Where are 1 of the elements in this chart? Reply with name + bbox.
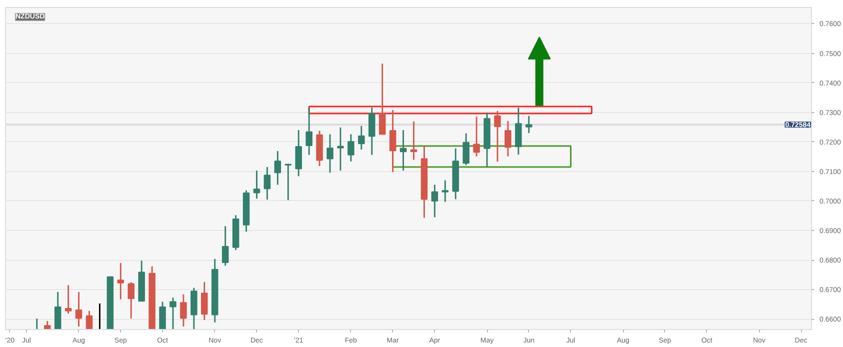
candlestick bbox=[106, 276, 114, 330]
